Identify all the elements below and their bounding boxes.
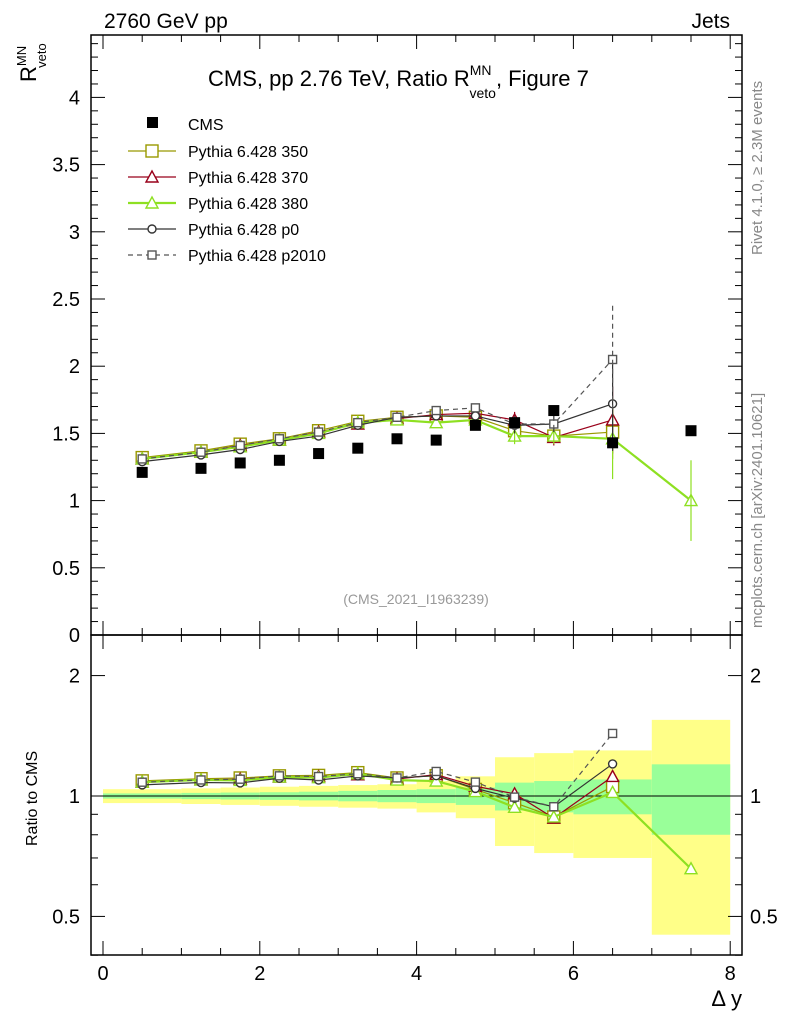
- series-ratio-point: [313, 771, 324, 782]
- side-label-bottom: mcplots.cern.ch [arXiv:2401.10621]: [749, 393, 766, 628]
- x-tick-label: 8: [725, 963, 736, 985]
- series-ratio-point: [470, 777, 481, 787]
- ratio-uncertainty-bands: [103, 719, 731, 935]
- cms-point: [685, 425, 697, 437]
- y-tick-label: 4: [69, 87, 80, 109]
- cms-point: [273, 454, 285, 466]
- ratio-tick-label-right: 1: [750, 786, 761, 808]
- series-point: [313, 427, 324, 437]
- legend-marker: [144, 195, 160, 209]
- series-ratio-point: [392, 773, 402, 783]
- series-point: [470, 403, 481, 413]
- series-point: [470, 411, 481, 421]
- cms-point: [509, 417, 521, 429]
- series-ratio-point: [137, 777, 147, 787]
- legend: CMS Pythia 6.428 350 Pythia 6.428 370 Pyth…: [128, 117, 326, 265]
- legend-label: Pythia 6.428 380: [188, 196, 308, 213]
- cms-point: [607, 437, 619, 449]
- series-layer: [135, 305, 699, 875]
- y-tick-label: 2.5: [52, 289, 80, 311]
- x-tick-label: 2: [254, 963, 265, 985]
- series-ratio-point: [605, 769, 620, 783]
- series-line: [142, 403, 613, 463]
- cms-point: [391, 433, 403, 445]
- series-ratio-point: [605, 784, 620, 799]
- legend-marker: [144, 169, 160, 183]
- ratio-tick-label-left: 1: [69, 786, 80, 808]
- y-tick-label: 1: [69, 491, 80, 513]
- series-ratio-point: [546, 809, 561, 823]
- series-ratio-point: [549, 802, 559, 812]
- ratio-tick-label-left: 0.5: [52, 906, 80, 928]
- x-tick-label: 0: [97, 963, 108, 985]
- legend-label: Pythia 6.428 350: [188, 144, 308, 161]
- header-right: Jets: [691, 10, 730, 33]
- y-tick-label: 0: [69, 625, 80, 647]
- ratio-y-axis-label: Ratio to CMS: [24, 751, 41, 846]
- cms-point: [313, 448, 325, 460]
- series-ratio-point: [607, 759, 618, 769]
- series-line: [142, 359, 614, 460]
- series-ratio-point: [196, 775, 206, 785]
- series-ratio-point: [274, 771, 285, 781]
- axes: 0 2 4 6 8 0 0.5 1 1.5 2 2.5 3 3.5 4 0.5 1 2 0.5 1 2: [52, 35, 778, 985]
- series-ratio-point: [429, 773, 444, 787]
- cms-point: [234, 457, 246, 469]
- legend-marker-cms: [147, 117, 158, 128]
- series-ratio-point: [607, 728, 618, 739]
- series-point: [429, 415, 444, 429]
- ratio-tick-label-right: 2: [750, 666, 761, 688]
- legend-label: Pythia 6.428 370: [188, 170, 308, 187]
- x-tick-label: 6: [568, 963, 579, 985]
- series-ratio-line: [142, 763, 613, 808]
- series-ratio-point: [353, 769, 363, 779]
- cms-point: [469, 419, 481, 431]
- series-ratio-point: [507, 799, 522, 814]
- series-ratio-point: [235, 774, 245, 784]
- series-point: [137, 454, 147, 464]
- analysis-watermark: (CMS_2021_I1963239): [343, 591, 489, 607]
- series-3: [137, 356, 618, 812]
- legend-marker: [147, 250, 157, 260]
- y-tick-label: 3.5: [52, 155, 80, 177]
- series-point: [392, 412, 402, 422]
- legend-marker: [147, 224, 157, 234]
- y-tick-label: 2: [69, 356, 80, 378]
- legend-label-cms: CMS: [188, 117, 224, 134]
- cms-point: [136, 466, 148, 478]
- legend-marker: [145, 144, 159, 158]
- series-point: [431, 405, 441, 416]
- series-point: [235, 440, 245, 451]
- x-tick-label: 4: [411, 963, 422, 985]
- x-axis-label: Δ y: [711, 986, 742, 1011]
- series-4: [137, 305, 618, 812]
- cms-data-layer: [136, 405, 697, 478]
- cms-point: [430, 434, 442, 446]
- series-point: [196, 447, 206, 457]
- ratio-band-stat: [651, 764, 731, 835]
- header-left: 2760 GeV pp: [104, 10, 228, 33]
- ratio-tick-label-right: 0.5: [750, 906, 778, 928]
- series-ratio-line: [142, 733, 614, 808]
- series-point: [353, 417, 363, 428]
- cms-point: [195, 462, 207, 474]
- y-tick-label: 3: [69, 222, 80, 244]
- y-tick-label: 0.5: [52, 558, 80, 580]
- legend-label: Pythia 6.428 p0: [188, 222, 299, 239]
- series-ratio-point: [431, 766, 441, 777]
- chart-title: CMS, pp 2.76 TeV, Ratio RMN veto, Figure …: [208, 62, 589, 101]
- series-ratio-point: [509, 792, 520, 802]
- cms-point: [352, 442, 364, 454]
- side-label-top: Rivet 4.1.0, ≥ 2.3M events: [749, 81, 766, 255]
- series-point: [274, 434, 285, 444]
- cms-point: [548, 405, 560, 417]
- legend-label: Pythia 6.428 p2010: [188, 248, 326, 265]
- y-tick-label: 1.5: [52, 423, 80, 445]
- series-ratio-point: [683, 861, 699, 875]
- ratio-tick-label-left: 2: [69, 666, 80, 688]
- y-axis-label: RMN veto: [14, 43, 49, 82]
